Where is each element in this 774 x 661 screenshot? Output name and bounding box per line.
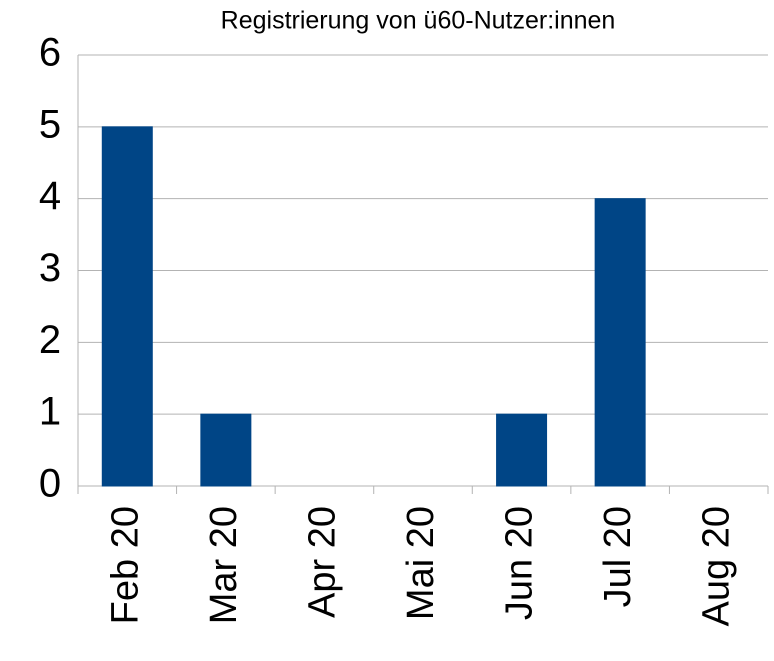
chart-title: Registrierung von ü60-Nutzer:innen [221,7,616,35]
x-tick-label: Mar 20 [203,506,245,624]
x-tick-label: Feb 20 [104,506,146,624]
bar [101,126,153,487]
x-tick-label: Jun 20 [499,506,541,620]
bar [200,413,252,487]
x-tick-label: Mai 20 [400,506,442,620]
y-tick-label: 0 [39,462,61,506]
y-tick-label: 4 [39,174,61,218]
y-tick-label: 3 [39,246,61,290]
y-tick-label: 1 [39,390,61,434]
y-tick-label: 6 [39,31,61,75]
y-tick-label: 5 [39,102,61,146]
bar [594,198,646,487]
x-tick-label: Apr 20 [301,506,343,618]
x-tick-label: Jul 20 [597,506,639,607]
bar [496,413,548,487]
y-tick-label: 2 [39,318,61,362]
x-tick-label: Aug 20 [696,506,738,626]
